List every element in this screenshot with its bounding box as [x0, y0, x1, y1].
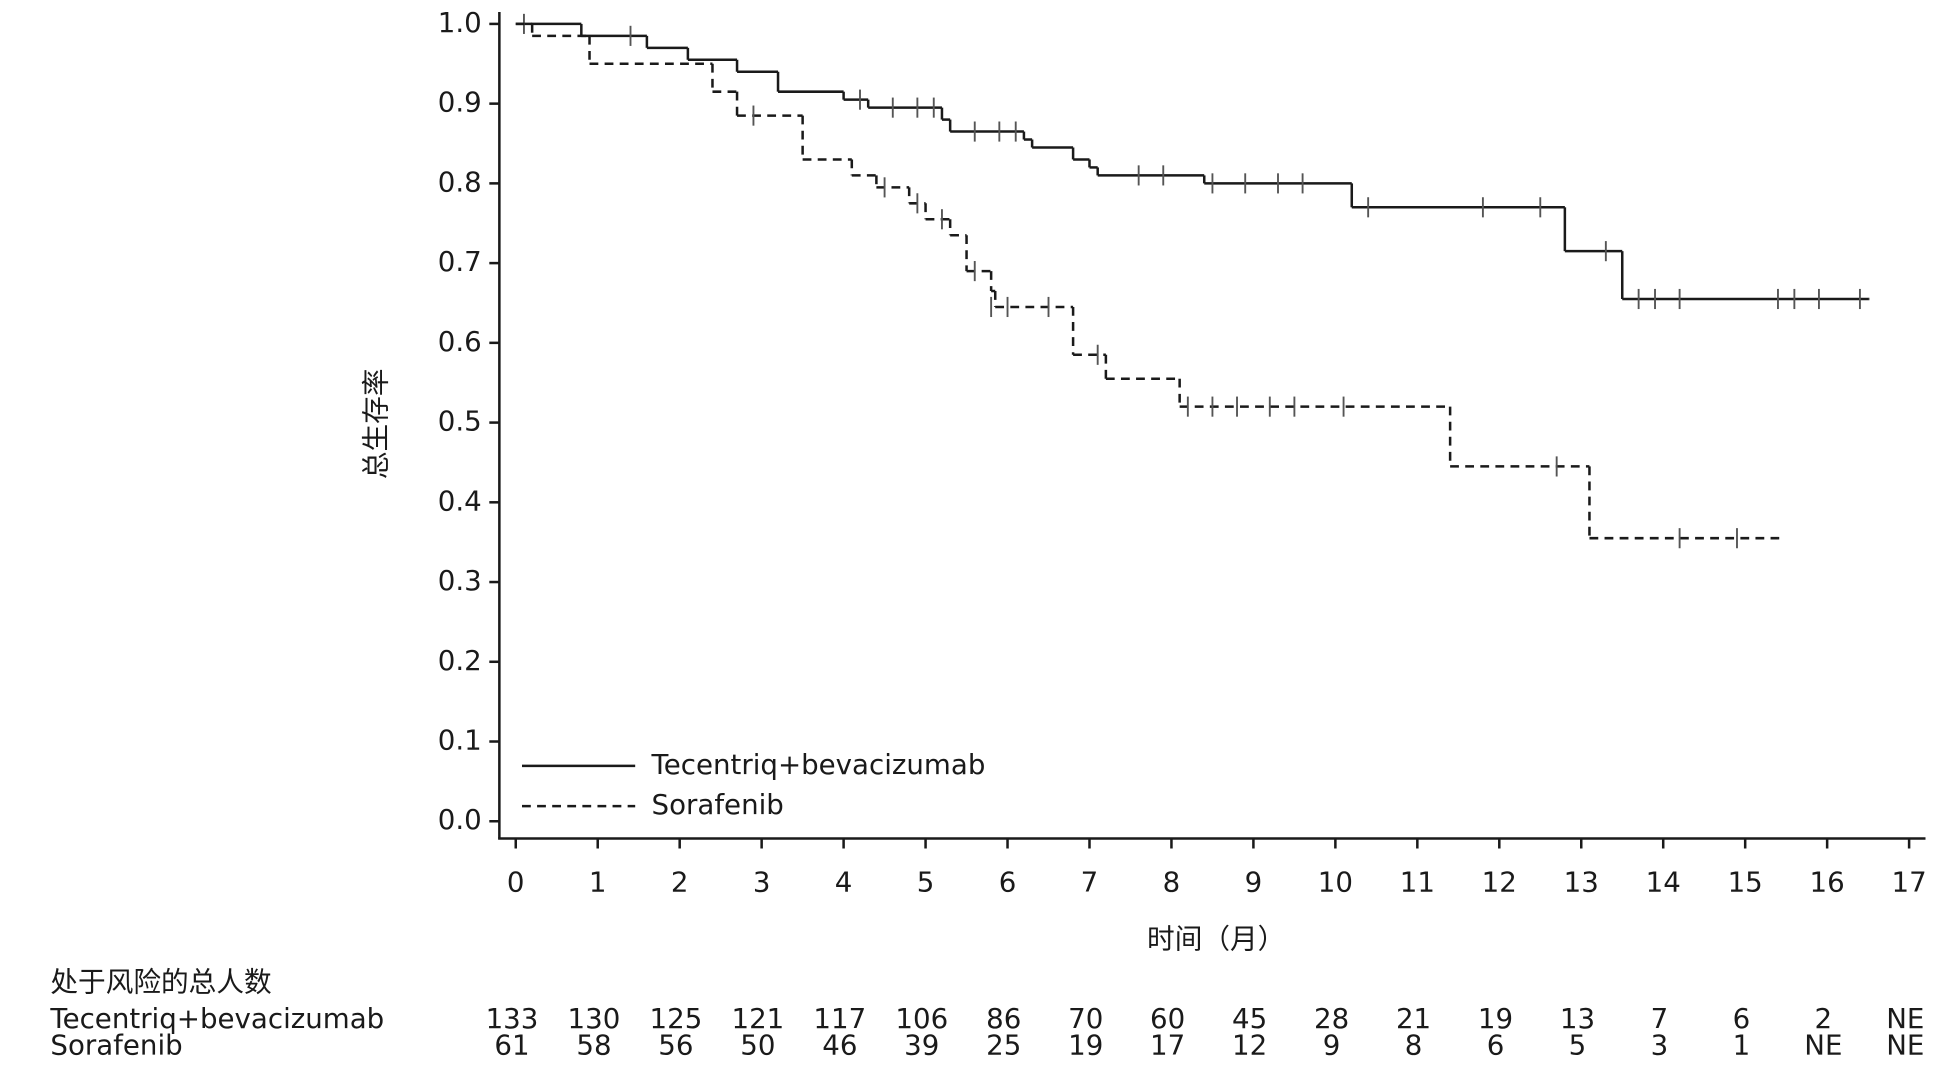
- risk-count: 45: [1232, 1002, 1267, 1035]
- risk-count: 86: [986, 1002, 1021, 1035]
- risk-count: 70: [1068, 1002, 1103, 1035]
- risk-count: NE: [1886, 1002, 1924, 1035]
- y-tick-label: 0.5: [438, 405, 482, 438]
- risk-count: 17: [1150, 1028, 1185, 1061]
- risk-count: 130: [568, 1002, 621, 1035]
- risk-count: 8: [1405, 1028, 1423, 1061]
- x-tick-label: 3: [753, 866, 771, 899]
- x-tick-label: 2: [671, 866, 689, 899]
- x-tick-label: 5: [917, 866, 935, 899]
- x-tick-label: 4: [835, 866, 853, 899]
- x-tick-label: 11: [1400, 866, 1435, 899]
- risk-count: 2: [1815, 1002, 1833, 1035]
- x-tick-label: 16: [1810, 866, 1845, 899]
- legend-label: Tecentriq+bevacizumab: [651, 748, 986, 781]
- risk-count: 21: [1396, 1002, 1431, 1035]
- risk-count: 13: [1560, 1002, 1595, 1035]
- x-tick-label: 13: [1564, 866, 1599, 899]
- risk-count: 28: [1314, 1002, 1349, 1035]
- risk-count: 50: [740, 1028, 775, 1061]
- risk-count: 6: [1487, 1028, 1505, 1061]
- x-tick-label: 0: [507, 866, 525, 899]
- risk-count: 1: [1733, 1028, 1751, 1061]
- risk-count: 19: [1068, 1028, 1103, 1061]
- risk-count: 125: [650, 1002, 703, 1035]
- y-tick-label: 0.0: [438, 803, 482, 836]
- x-tick-label: 14: [1646, 866, 1681, 899]
- risk-count: 3: [1651, 1028, 1669, 1061]
- legend-label: Sorafenib: [652, 788, 784, 821]
- risk-count: 117: [813, 1002, 866, 1035]
- x-tick-label: 6: [999, 866, 1017, 899]
- y-tick-label: 1.0: [438, 6, 482, 39]
- y-tick-label: 0.2: [438, 644, 482, 677]
- risk-count: 61: [494, 1028, 529, 1061]
- risk-count: 9: [1323, 1028, 1341, 1061]
- risk-count: 133: [486, 1002, 539, 1035]
- y-tick-label: 0.1: [438, 724, 482, 757]
- y-tick-label: 0.9: [438, 86, 482, 119]
- x-tick-label: 1: [589, 866, 607, 899]
- x-tick-label: 12: [1482, 866, 1517, 899]
- risk-count: 6: [1733, 1002, 1751, 1035]
- risk-count: 5: [1569, 1028, 1587, 1061]
- y-tick-label: 0.8: [438, 165, 482, 198]
- risk-count: 39: [904, 1028, 939, 1061]
- risk-row-name: Sorafenib: [50, 1028, 182, 1061]
- x-tick-label: 8: [1163, 866, 1181, 899]
- risk-count: 25: [986, 1028, 1021, 1061]
- y-tick-label: 0.6: [438, 325, 482, 358]
- risk-count: NE: [1886, 1028, 1924, 1061]
- y-tick-label: 0.7: [438, 245, 482, 278]
- y-tick-label: 0.4: [438, 484, 482, 517]
- risk-count: 121: [731, 1002, 784, 1035]
- risk-count: 106: [895, 1002, 948, 1035]
- risk-count: 60: [1150, 1002, 1185, 1035]
- y-tick-label: 0.3: [438, 564, 482, 597]
- x-tick-label: 7: [1081, 866, 1099, 899]
- risk-row-name: Tecentriq+bevacizumab: [49, 1002, 384, 1035]
- risk-count: 12: [1232, 1028, 1267, 1061]
- risk-count: 46: [822, 1028, 857, 1061]
- x-tick-label: 17: [1892, 866, 1927, 899]
- risk-count: 19: [1478, 1002, 1513, 1035]
- x-tick-label: 9: [1245, 866, 1263, 899]
- x-tick-label: 15: [1728, 866, 1763, 899]
- risk-count: NE: [1804, 1028, 1842, 1061]
- x-tick-label: 10: [1318, 866, 1353, 899]
- risk-count: 56: [658, 1028, 693, 1061]
- risk-table-title: 处于风险的总人数: [50, 965, 271, 998]
- risk-count: 58: [576, 1028, 611, 1061]
- risk-count: 7: [1651, 1002, 1669, 1035]
- y-axis-label: 总生存率: [359, 368, 392, 479]
- x-axis-label: 时间（月）: [1147, 923, 1285, 956]
